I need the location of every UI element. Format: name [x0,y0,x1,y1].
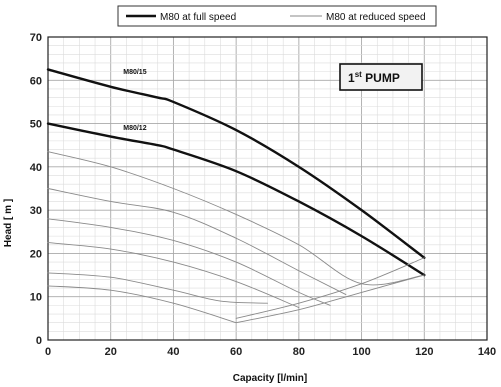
series-line-full-speed [46,68,426,259]
x-tick-label: 100 [352,346,370,358]
y-tick-label: 70 [30,32,42,44]
curve-label-1: M80/12 [123,125,146,132]
curve-label-0: M80/15 [123,69,146,76]
legend-box [117,5,437,27]
y-tick-label: 20 [30,248,42,260]
series-line-reduced-speed [47,272,268,304]
series-line-reduced-speed [47,188,347,295]
legend-label-full-speed: M80 at full speed [160,12,236,23]
y-axis-title: Head [ m ] [3,199,14,247]
y-tick-label: 40 [30,162,42,174]
x-tick-label: 20 [105,346,117,358]
legend-label-reduced-speed: M80 at reduced speed [326,12,426,23]
pump-badge-word: PUMP [362,71,400,85]
pump-badge-number: 1 [348,71,355,85]
x-tick-label: 140 [478,346,496,358]
series-line-reduced-speed [47,285,237,324]
y-tick-label: 0 [36,335,42,347]
series-line-reduced-speed [235,274,425,324]
x-tick-label: 80 [293,346,305,358]
x-tick-label: 0 [45,346,51,358]
x-tick-label: 40 [167,346,179,358]
y-tick-label: 60 [30,75,42,87]
y-tick-label: 10 [30,292,42,304]
pump-badge-label: 1st PUMP [348,70,400,85]
x-tick-label: 60 [230,346,242,358]
legend: M80 at full speed M80 at reduced speed [117,5,437,27]
series-line-reduced-speed [47,242,300,308]
series-line-reduced-speed [47,218,331,306]
series-line-full-speed [46,122,426,277]
axes: 0 20 40 60 80 100 120 140 0 10 20 30 40 50 60 70 [30,32,496,358]
x-axis-title: Capacity [l/min] [233,373,307,384]
pump-badge-suffix: st [355,70,362,79]
pump-badge-box [339,63,423,91]
x-tick-label: 120 [415,346,433,358]
series-lines [46,68,426,324]
y-tick-label: 30 [30,205,42,217]
y-tick-label: 50 [30,119,42,131]
series-line-reduced-speed [235,257,425,319]
curve-labels: M80/15 M80/12 [123,69,146,132]
pump-badge: 1st PUMP [339,63,423,91]
